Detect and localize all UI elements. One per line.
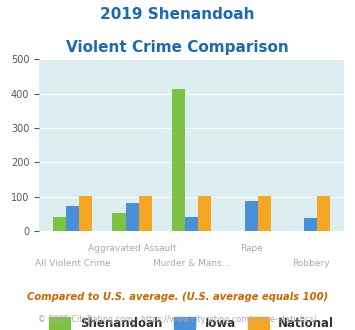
Bar	[185, 217, 198, 231]
Text: Rape: Rape	[240, 244, 263, 253]
Text: Compared to U.S. average. (U.S. average equals 100): Compared to U.S. average. (U.S. average …	[27, 292, 328, 302]
Text: 2019 Shenandoah: 2019 Shenandoah	[100, 7, 255, 21]
Text: Aggravated Assault: Aggravated Assault	[88, 244, 176, 253]
Bar	[258, 196, 271, 231]
Bar	[304, 218, 317, 231]
Bar	[139, 196, 152, 231]
Bar	[113, 213, 126, 231]
Bar	[245, 201, 258, 231]
Bar	[53, 217, 66, 231]
Bar	[198, 196, 211, 231]
Text: © 2025 CityRating.com - https://www.cityrating.com/crime-statistics/: © 2025 CityRating.com - https://www.city…	[38, 315, 317, 324]
Bar	[66, 206, 79, 231]
Text: Robbery: Robbery	[292, 259, 330, 268]
Text: Murder & Mans...: Murder & Mans...	[153, 259, 230, 268]
Bar	[79, 196, 92, 231]
Text: All Violent Crime: All Violent Crime	[35, 259, 110, 268]
Text: Violent Crime Comparison: Violent Crime Comparison	[66, 40, 289, 54]
Bar	[317, 196, 331, 231]
Bar	[172, 89, 185, 231]
Bar	[126, 203, 139, 231]
Legend: Shenandoah, Iowa, National: Shenandoah, Iowa, National	[44, 313, 339, 330]
